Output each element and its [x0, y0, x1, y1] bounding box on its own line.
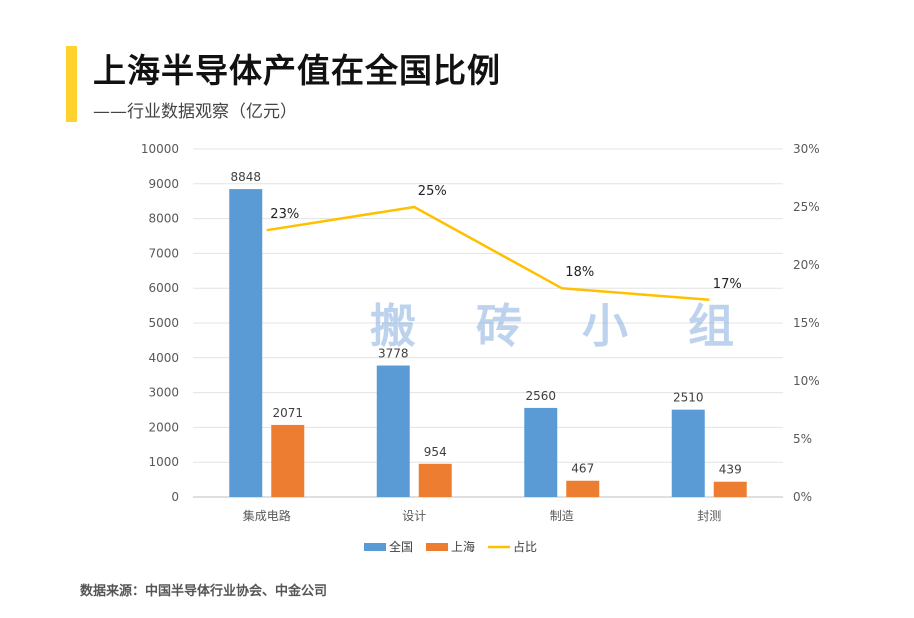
- left-axis-tick-label: 1000: [148, 455, 179, 469]
- legend-label: 全国: [389, 539, 413, 554]
- page-title: 上海半导体产值在全国比例: [93, 51, 501, 90]
- bar-data-label: 954: [424, 445, 447, 459]
- ratio-data-label: 17%: [713, 277, 742, 292]
- bar-data-label: 3778: [378, 347, 409, 361]
- left-axis-tick-label: 3000: [148, 386, 179, 400]
- left-axis-tick-label: 6000: [148, 281, 179, 295]
- legend-swatch: [426, 543, 448, 551]
- bar-national: [524, 407, 558, 497]
- ratio-line: [266, 205, 710, 302]
- category-label: 制造: [550, 509, 574, 523]
- bar-data-label: 467: [571, 462, 594, 476]
- bar-data-label: 8848: [230, 170, 261, 184]
- bar-national: [376, 365, 410, 497]
- right-axis-tick-label: 20%: [793, 258, 820, 272]
- bar-data-label: 2510: [673, 391, 704, 405]
- legend-label: 上海: [451, 539, 475, 554]
- bar-shanghai: [418, 463, 452, 497]
- right-axis-tick-label: 25%: [793, 200, 820, 214]
- bar-data-label: 2071: [272, 406, 303, 420]
- bar-series: 8848 2071 3778 954 2560 467 2510 439: [229, 170, 747, 497]
- right-axis-tick-label: 30%: [793, 142, 820, 156]
- left-axis-tick-label: 2000: [148, 420, 179, 434]
- bar-national: [229, 189, 263, 497]
- right-axis-tick-label: 5%: [793, 432, 812, 446]
- bar-data-label: 439: [719, 463, 742, 477]
- ratio-data-label: 18%: [565, 265, 594, 280]
- ratio-data-label: 25%: [418, 184, 447, 199]
- title-accent-bar: [66, 46, 77, 122]
- data-source-note: 数据来源：中国半导体行业协会、中金公司: [80, 584, 328, 599]
- line-series: 23% 25% 18% 17%: [266, 184, 742, 302]
- left-axis-ticks: 0 1000 2000 3000 4000 5000 6000 7000 8000 9000 100…: [141, 142, 179, 504]
- right-axis-ticks: 0% 5% 10% 15% 20% 25% 30%: [793, 142, 820, 504]
- category-label: 设计: [402, 509, 426, 523]
- bar-shanghai: [271, 424, 305, 497]
- left-axis-tick-label: 4000: [148, 351, 179, 365]
- legend-label: 占比: [513, 539, 537, 554]
- bar-shanghai: [713, 481, 747, 497]
- legend-swatch: [364, 543, 386, 551]
- left-axis-tick-label: 7000: [148, 246, 179, 260]
- category-label: 集成电路: [243, 508, 291, 523]
- left-axis-tick-label: 0: [171, 490, 179, 504]
- left-axis-tick-label: 9000: [148, 177, 179, 191]
- right-axis-tick-label: 0%: [793, 490, 812, 504]
- right-axis-tick-label: 10%: [793, 374, 820, 388]
- legend: 全国 上海 占比: [364, 539, 537, 554]
- left-axis-tick-label: 5000: [148, 316, 179, 330]
- bar-national: [671, 409, 705, 497]
- category-label: 封测: [697, 509, 721, 523]
- category-labels: 集成电路 设计 制造 封测: [243, 508, 722, 523]
- bar-shanghai: [566, 480, 600, 497]
- ratio-data-label: 23%: [270, 207, 299, 222]
- left-axis-tick-label: 10000: [141, 142, 179, 156]
- bar-data-label: 2560: [525, 389, 556, 403]
- right-axis-tick-label: 15%: [793, 316, 820, 330]
- page-subtitle: ——行业数据观察（亿元）: [93, 102, 297, 122]
- left-axis-tick-label: 8000: [148, 212, 179, 226]
